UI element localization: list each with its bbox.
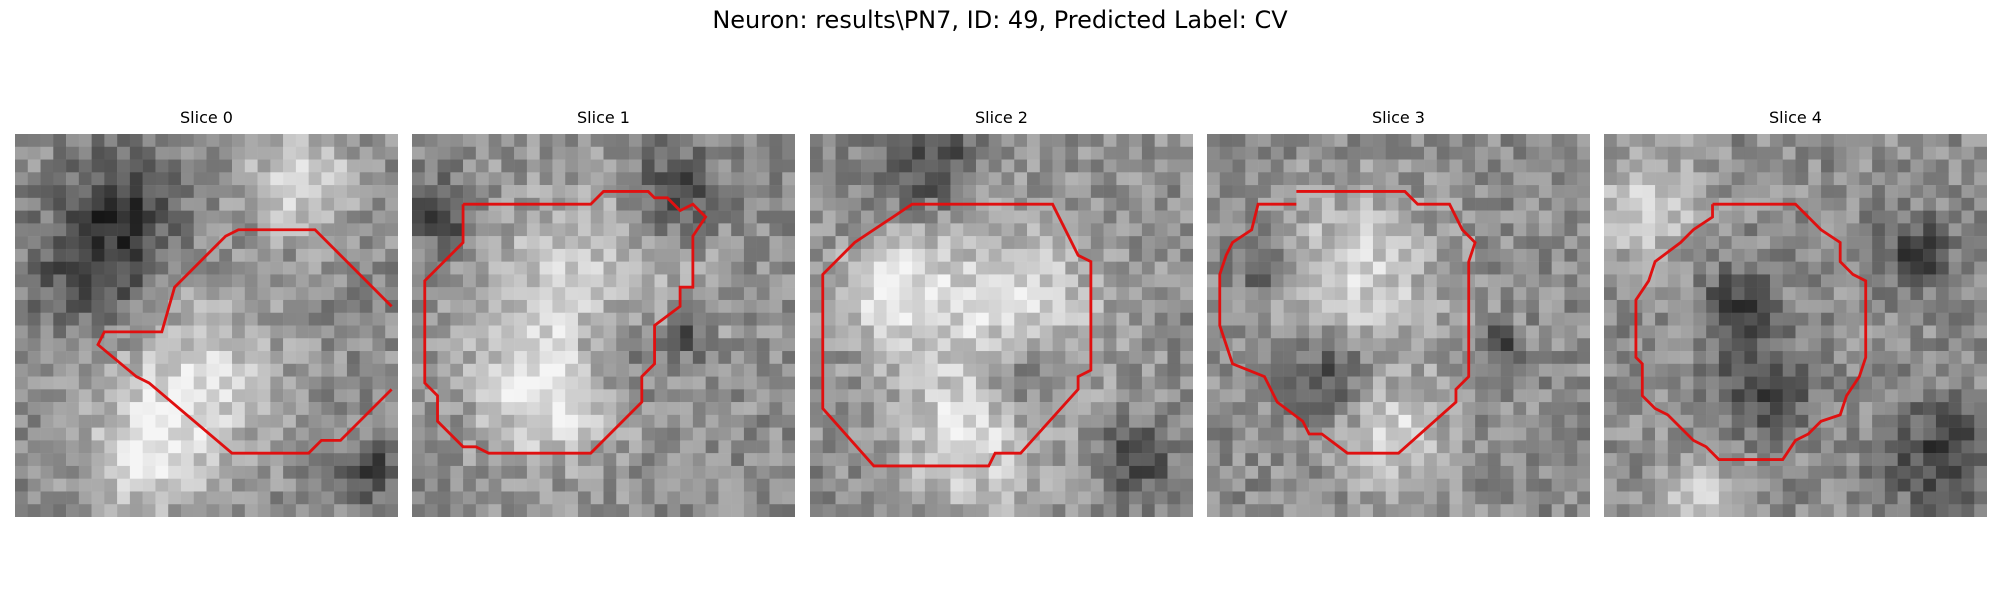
slice-image	[412, 134, 795, 517]
slice-title: Slice 4	[1769, 108, 1822, 127]
contour-line	[821, 202, 1093, 468]
slice-image	[1604, 134, 1987, 517]
slice-image	[1207, 134, 1590, 517]
contour-line	[1218, 190, 1477, 455]
slice-title: Slice 1	[577, 108, 630, 127]
figure-title: Neuron: results\PN7, ID: 49, Predicted L…	[712, 6, 1288, 34]
contour-line	[96, 228, 393, 455]
contour-line	[423, 190, 708, 455]
slice-title: Slice 0	[180, 108, 233, 127]
slice-image	[810, 134, 1193, 517]
contour-line	[1634, 202, 1868, 461]
slice-title: Slice 3	[1372, 108, 1425, 127]
slice-title: Slice 2	[975, 108, 1028, 127]
slice-image	[15, 134, 398, 517]
